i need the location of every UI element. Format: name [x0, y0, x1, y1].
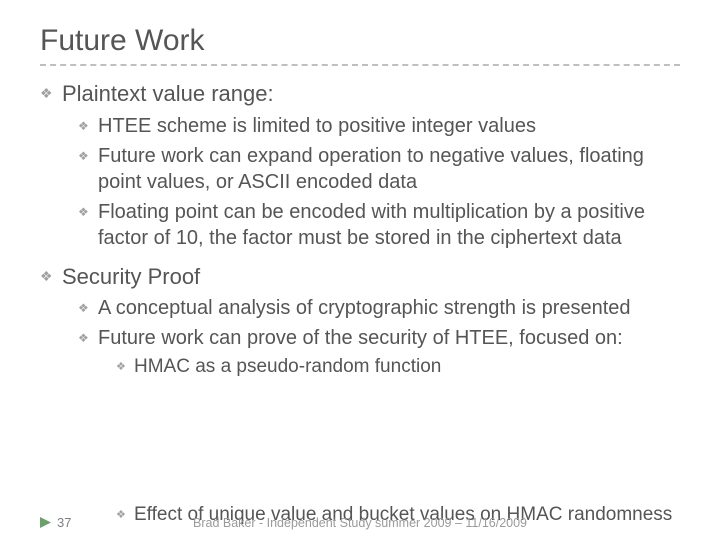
slide-title: Future Work	[40, 24, 680, 58]
bullet-icon: ❖	[116, 355, 134, 375]
footer-overlay-text: Brad Baker - Independent Study summer 20…	[193, 516, 527, 530]
bullet-icon: ❖	[78, 295, 98, 316]
bullet-icon: ❖	[40, 80, 62, 103]
page-number-text: 37	[57, 515, 71, 530]
section-heading-text: Security Proof	[62, 263, 200, 292]
list-item-text: Future work can prove of the security of…	[98, 325, 623, 351]
bottom-overlap-row: 37 ❖ Effect of unique value and bucket v…	[40, 508, 680, 532]
section-heading: ❖ Plaintext value range:	[40, 80, 680, 109]
list-subitem-text: HMAC as a pseudo-random function	[134, 355, 441, 380]
list-item: ❖ Floating point can be encoded with mul…	[78, 199, 680, 251]
slide: Future Work ❖ Plaintext value range: ❖ H…	[0, 0, 720, 540]
list-subitem: ❖ HMAC as a pseudo-random function	[116, 355, 680, 380]
list-item-text: Future work can expand operation to nega…	[98, 143, 680, 195]
list-item: ❖ Future work can expand operation to ne…	[78, 143, 680, 195]
section-heading: ❖ Security Proof	[40, 263, 680, 292]
bullet-icon: ❖	[78, 199, 98, 220]
bullet-icon: ❖	[78, 113, 98, 134]
list-item: ❖ Future work can prove of the security …	[78, 325, 680, 351]
page-number: 37	[40, 515, 71, 530]
list-item: ❖ HTEE scheme is limited to positive int…	[78, 113, 680, 139]
bullet-icon: ❖	[40, 263, 62, 286]
play-icon	[40, 517, 51, 528]
bullet-icon: ❖	[116, 503, 134, 523]
bullet-icon: ❖	[78, 325, 98, 346]
bullet-icon: ❖	[78, 143, 98, 164]
title-divider	[40, 64, 680, 66]
list-item-text: HTEE scheme is limited to positive integ…	[98, 113, 536, 139]
list-item-text: A conceptual analysis of cryptographic s…	[98, 295, 631, 321]
list-item: ❖ A conceptual analysis of cryptographic…	[78, 295, 680, 321]
list-item-text: Floating point can be encoded with multi…	[98, 199, 680, 251]
section-heading-text: Plaintext value range:	[62, 80, 274, 109]
